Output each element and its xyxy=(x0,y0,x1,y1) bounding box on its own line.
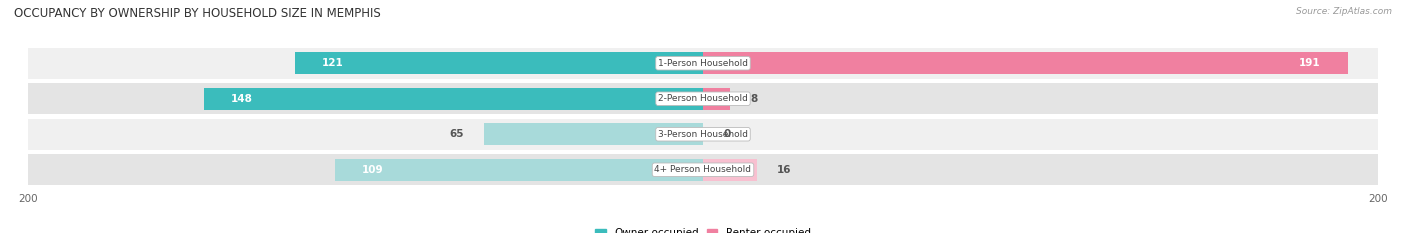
Text: 121: 121 xyxy=(322,58,343,68)
Text: 191: 191 xyxy=(1299,58,1320,68)
Text: 0: 0 xyxy=(723,129,731,139)
Bar xyxy=(703,88,730,110)
Bar xyxy=(28,154,1378,185)
Bar xyxy=(28,119,1378,150)
Bar xyxy=(703,159,756,181)
Text: 148: 148 xyxy=(231,94,253,104)
Bar xyxy=(28,48,1378,79)
Text: 3-Person Household: 3-Person Household xyxy=(658,130,748,139)
Bar xyxy=(484,123,703,145)
Text: 1-Person Household: 1-Person Household xyxy=(658,59,748,68)
Text: 8: 8 xyxy=(751,94,758,104)
Bar xyxy=(335,159,703,181)
Text: 65: 65 xyxy=(449,129,464,139)
Legend: Owner-occupied, Renter-occupied: Owner-occupied, Renter-occupied xyxy=(591,224,815,233)
Text: 109: 109 xyxy=(363,165,384,175)
Text: 16: 16 xyxy=(778,165,792,175)
Text: 2-Person Household: 2-Person Household xyxy=(658,94,748,103)
Text: 4+ Person Household: 4+ Person Household xyxy=(655,165,751,174)
Bar xyxy=(703,52,1347,74)
Bar xyxy=(204,88,703,110)
Bar xyxy=(295,52,703,74)
Bar xyxy=(28,83,1378,114)
Text: OCCUPANCY BY OWNERSHIP BY HOUSEHOLD SIZE IN MEMPHIS: OCCUPANCY BY OWNERSHIP BY HOUSEHOLD SIZE… xyxy=(14,7,381,20)
Text: Source: ZipAtlas.com: Source: ZipAtlas.com xyxy=(1296,7,1392,16)
